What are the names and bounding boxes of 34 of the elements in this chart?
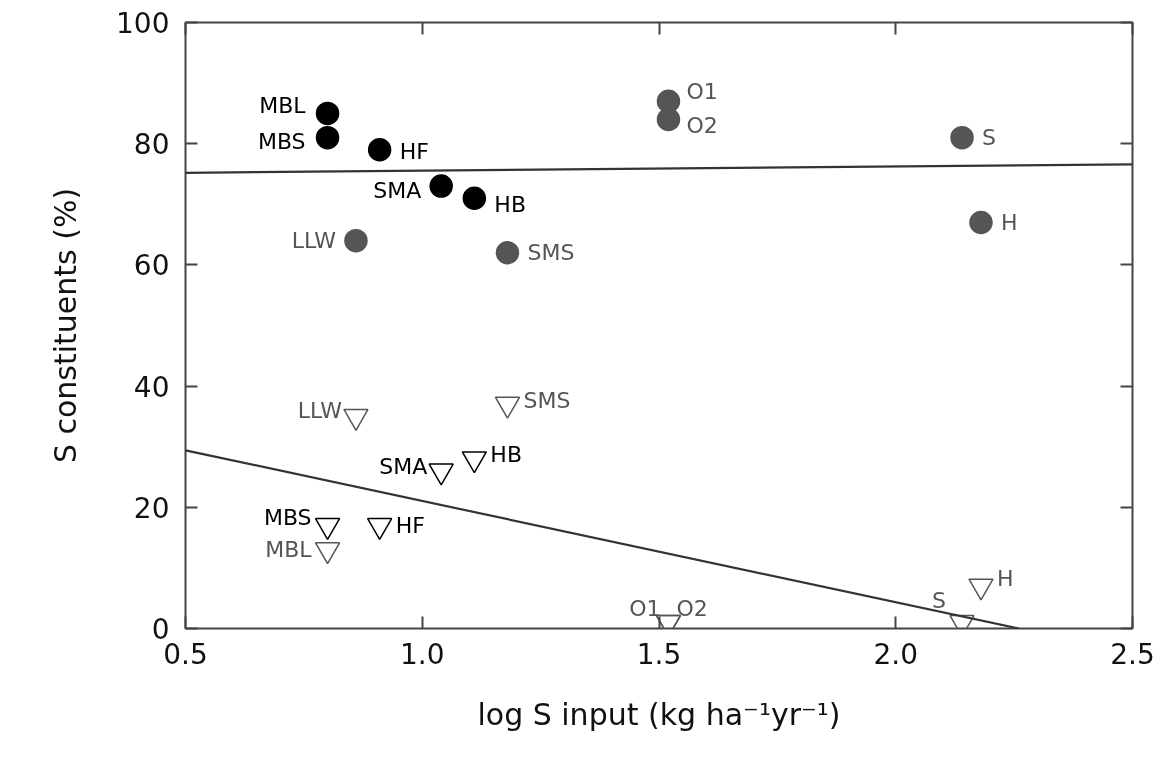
x-tick-label: 2.5 [1110, 637, 1155, 671]
annotation: SMA [379, 454, 428, 480]
x-tick-label: 1.5 [636, 637, 682, 671]
y-tick-label: 20 [133, 491, 170, 525]
x-tick-label: 1.0 [399, 637, 445, 671]
annotation: LLW [291, 228, 337, 254]
y-tick-label: 40 [133, 370, 170, 404]
annotation: MBS [257, 129, 306, 155]
annotation: HB [494, 191, 526, 217]
annotation: SMA [373, 177, 422, 203]
annotation: HB [490, 442, 522, 468]
y-tick-label: 60 [133, 249, 170, 283]
annotation: SMS [527, 240, 575, 266]
x-tick-label: 2.0 [873, 637, 919, 671]
annotation: LLW [297, 397, 343, 423]
y-axis-title: S constituents (%) [48, 187, 84, 464]
annotation: O2 [676, 595, 708, 621]
annotation: O1 [629, 595, 661, 621]
annotation: HF [399, 139, 429, 165]
annotation: SMS [523, 387, 571, 413]
annotation: MBS [263, 504, 312, 530]
annotation: H [996, 565, 1014, 591]
annotation: S [982, 125, 997, 151]
x-axis-title: log S input (kg ha⁻¹yr⁻¹) [477, 696, 841, 732]
x-tick-label: 0.5 [163, 637, 208, 671]
annotation: H [1000, 209, 1018, 235]
annotation: O1 [686, 78, 718, 104]
y-tick-label: 80 [133, 128, 170, 162]
y-tick-label: 100 [116, 7, 170, 40]
annotation: MBL [259, 92, 307, 118]
annotation: O2 [686, 112, 718, 138]
annotation: S [932, 587, 947, 613]
annotation: HF [395, 512, 425, 538]
annotation: MBL [265, 537, 313, 563]
